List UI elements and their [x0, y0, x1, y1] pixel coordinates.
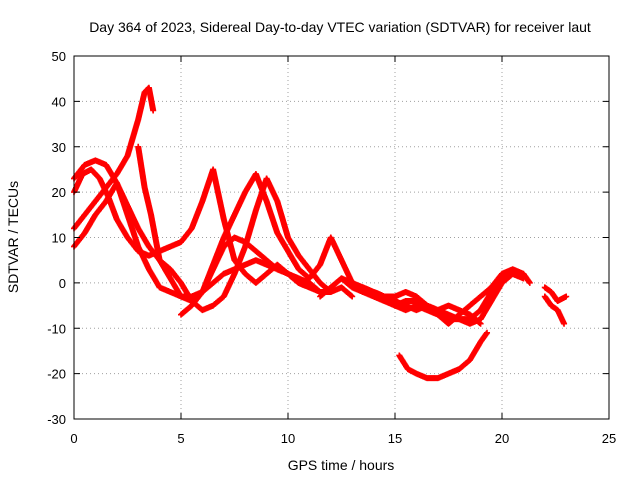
y-tick-label: -20	[47, 367, 66, 382]
x-tick-label: 15	[388, 431, 402, 446]
x-tick-label: 10	[281, 431, 295, 446]
y-axis-label: SDTVAR / TECUs	[5, 181, 21, 293]
series-track-j	[396, 329, 491, 382]
series-track-e	[71, 175, 356, 314]
x-axis-label: GPS time / hours	[288, 457, 395, 473]
y-tick-label: -10	[47, 321, 66, 336]
series-track-k	[541, 284, 570, 305]
data-point	[526, 279, 533, 286]
data-point	[563, 293, 570, 300]
x-tick-label: 5	[177, 431, 184, 446]
y-tick-label: 50	[52, 49, 66, 64]
chart-title: Day 364 of 2023, Sidereal Day-to-day VTE…	[89, 19, 591, 35]
x-tick-label: 25	[602, 431, 616, 446]
data-point	[561, 320, 568, 327]
y-tick-label: -30	[47, 412, 66, 427]
data-points	[71, 84, 570, 382]
y-tick-label: 10	[52, 231, 66, 246]
series-track-i	[359, 266, 533, 327]
data-point	[150, 107, 157, 114]
y-tick-label: 30	[52, 140, 66, 155]
data-point	[349, 293, 356, 300]
y-tick-label: 40	[52, 94, 66, 109]
x-tick-label: 0	[70, 431, 77, 446]
series-track-l	[541, 293, 568, 327]
grid-lines	[74, 56, 609, 419]
y-tick-label: 20	[52, 185, 66, 200]
data-point	[484, 329, 491, 336]
axis-ticks: 0 5 10 15 20 25 -30 -20 -10 0 10 20 30 40 50	[47, 49, 616, 446]
x-tick-label: 20	[495, 431, 509, 446]
y-tick-label: 0	[59, 276, 66, 291]
